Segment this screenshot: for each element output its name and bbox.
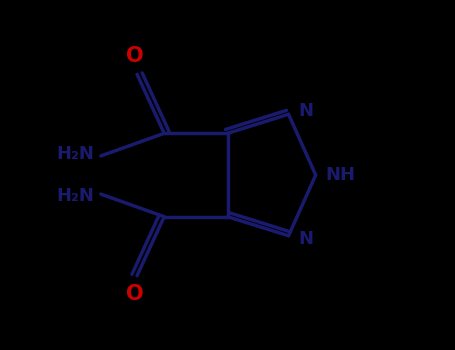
Text: N: N	[298, 230, 313, 247]
Text: H₂N: H₂N	[56, 187, 94, 205]
Text: N: N	[298, 103, 313, 120]
Text: H₂N: H₂N	[56, 145, 94, 163]
Text: O: O	[126, 46, 144, 65]
Text: O: O	[126, 284, 144, 304]
Text: NH: NH	[326, 166, 356, 184]
